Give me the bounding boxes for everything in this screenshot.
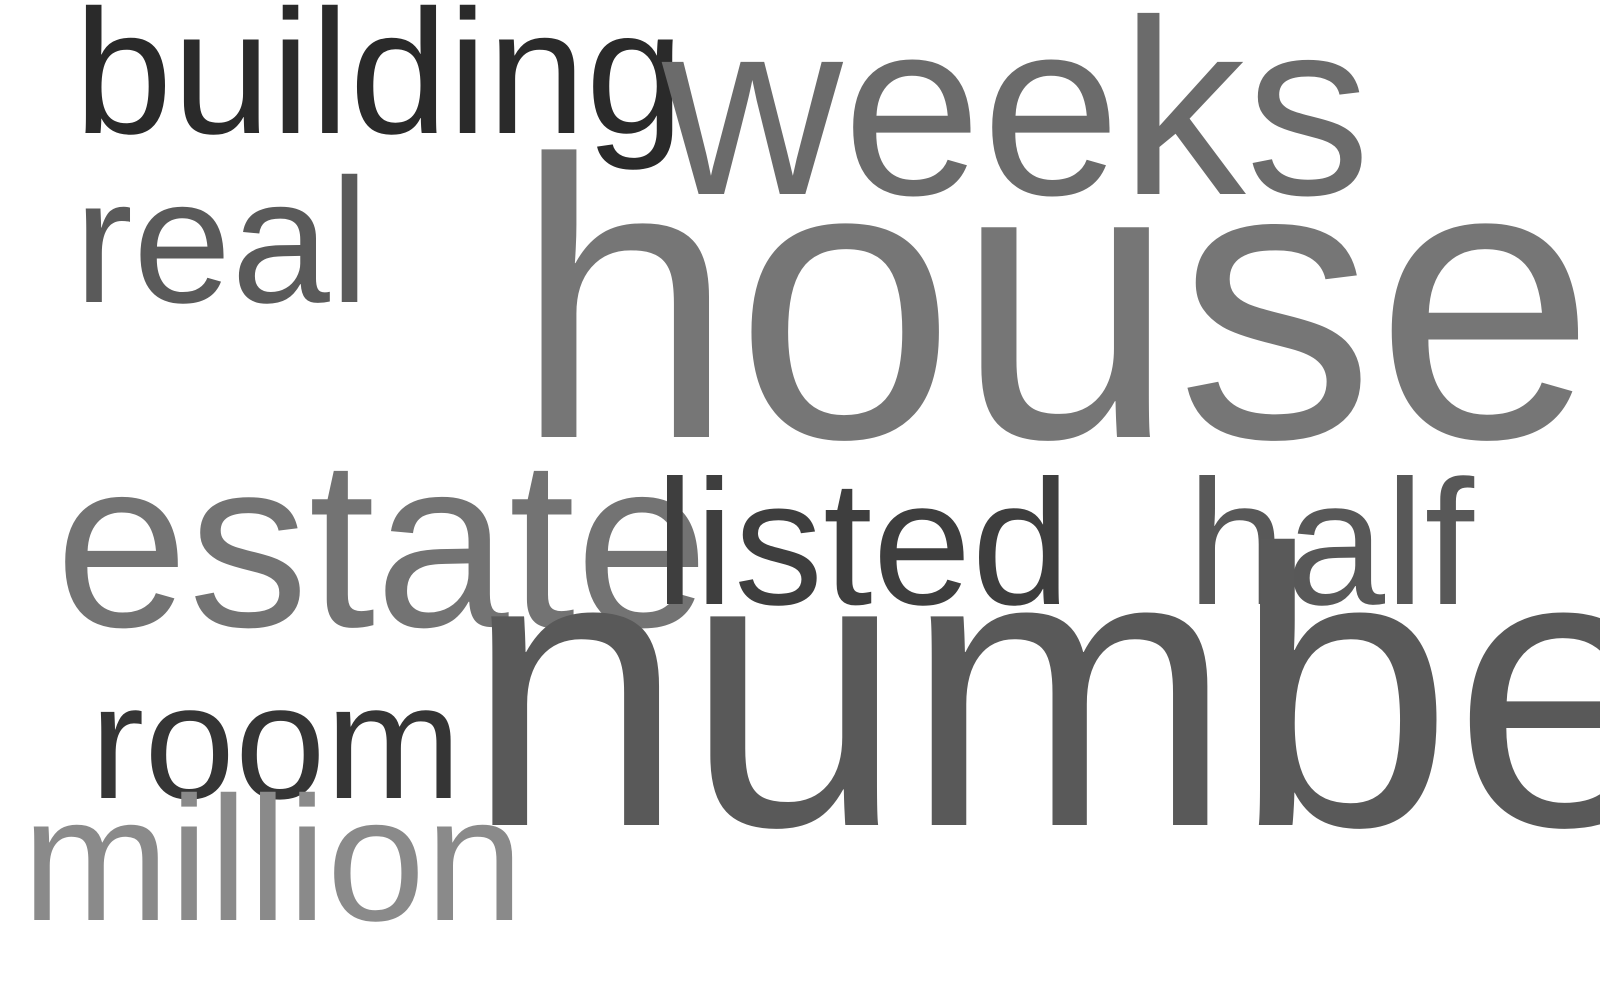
word-room: room: [90, 650, 462, 833]
word-weeks: weeks: [662, 0, 1371, 247]
word-number: number: [465, 467, 1600, 909]
word-real: real: [74, 142, 370, 340]
word-building: building: [74, 0, 685, 171]
word-million: million: [22, 760, 524, 958]
word-half: half: [1187, 443, 1474, 642]
word-estate: estate: [55, 409, 709, 677]
word-listed: listed: [655, 443, 1071, 642]
word-house: house: [514, 79, 1596, 522]
